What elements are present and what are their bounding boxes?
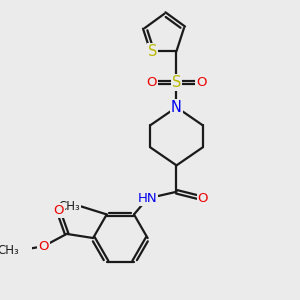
Text: CH₃: CH₃ xyxy=(0,244,19,257)
Text: S: S xyxy=(148,44,157,59)
Text: O: O xyxy=(38,240,49,253)
Text: O: O xyxy=(196,76,206,89)
Text: HN: HN xyxy=(138,192,158,205)
Text: N: N xyxy=(171,100,182,115)
Text: O: O xyxy=(53,204,64,217)
Text: O: O xyxy=(198,192,208,205)
Text: S: S xyxy=(172,75,181,90)
Text: CH₃: CH₃ xyxy=(58,200,80,213)
Text: O: O xyxy=(146,76,157,89)
